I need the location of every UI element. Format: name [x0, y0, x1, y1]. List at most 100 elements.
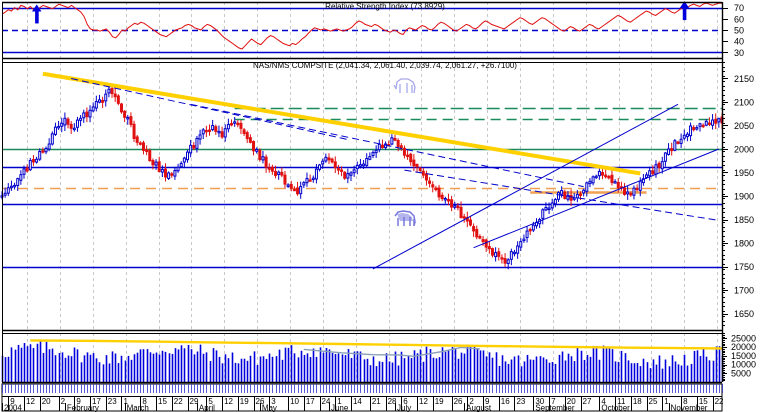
candlestick [575, 190, 579, 203]
candlestick [220, 126, 224, 139]
month-label[interactable]: September [535, 404, 574, 412]
date-tick-label[interactable]: 18 [633, 397, 642, 406]
date-tick-label[interactable]: 7 [551, 397, 556, 406]
candlestick [434, 185, 438, 192]
candlestick [660, 156, 664, 174]
date-tick-label[interactable]: 26 [256, 397, 265, 406]
candlestick [308, 174, 312, 182]
candlestick [695, 125, 699, 131]
candlestick [267, 163, 271, 173]
date-tick-label[interactable]: 17 [306, 397, 315, 406]
date-tick-label[interactable]: 1 [337, 397, 342, 406]
volume-y-tick-label: 15000 [731, 351, 756, 361]
rsi-up-arrow[interactable] [31, 4, 42, 24]
month-label[interactable]: October [601, 404, 630, 412]
date-tick-label[interactable]: 20 [42, 397, 51, 406]
candlestick [503, 253, 507, 267]
price-panel-title: NAS/NMS COMPSITE (2,041.34, 2,061.40, 2,… [253, 61, 517, 70]
date-tick-label[interactable]: 2 [61, 397, 66, 406]
date-tick-label[interactable]: 6 [403, 397, 408, 406]
date-tick-label[interactable]: 4 [601, 397, 606, 406]
candlestick [204, 125, 208, 138]
candlestick [676, 140, 680, 145]
price-y-tick-label: 1650 [734, 309, 754, 319]
date-tick-label[interactable]: 16 [501, 397, 510, 406]
date-tick-label[interactable]: 23 [516, 397, 525, 406]
date-tick-label[interactable]: 1 [664, 397, 669, 406]
price-panel[interactable]: NAS/NMS COMPSITE (2,041.34, 2,061.40, 2,… [0, 61, 754, 326]
candlestick [446, 193, 450, 206]
date-tick-label[interactable]: 9 [76, 397, 81, 406]
date-tick-label[interactable]: 23 [108, 397, 117, 406]
date-tick-label[interactable]: 8 [683, 397, 688, 406]
month-label[interactable]: July [397, 404, 411, 412]
candlestick [635, 184, 639, 192]
candlestick [69, 121, 73, 135]
date-tick-label[interactable]: 17 [92, 397, 101, 406]
candlestick [198, 129, 202, 145]
candlestick [349, 171, 353, 182]
candlestick [613, 179, 617, 184]
date-tick-label[interactable]: 15 [699, 397, 708, 406]
candlestick [629, 191, 633, 197]
date-tick-label[interactable]: 14 [353, 397, 362, 406]
date-tick-label[interactable]: 12 [419, 397, 428, 406]
date-tick-label[interactable]: 30 [535, 397, 544, 406]
date-tick-label[interactable]: 3 [271, 397, 276, 406]
date-tick-label[interactable]: 19 [435, 397, 444, 406]
date-tick-label[interactable]: 8 [142, 397, 147, 406]
candlestick [176, 163, 180, 173]
rsi-arrow-markers[interactable] [31, 1, 690, 24]
candlestick [607, 174, 611, 180]
month-label[interactable]: February [67, 404, 99, 412]
month-label[interactable]: May [262, 404, 277, 412]
date-tick-label[interactable]: 27 [583, 397, 592, 406]
volume-bars [1, 340, 724, 382]
date-tick-label[interactable]: 11 [617, 397, 626, 406]
date-tick-label[interactable]: 2 [469, 397, 474, 406]
date-tick-label[interactable]: 24 [322, 397, 331, 406]
month-label[interactable]: 2004 [4, 404, 22, 412]
date-tick-label[interactable]: 12 [26, 397, 35, 406]
candlestick [563, 189, 567, 200]
month-label[interactable]: April [199, 404, 215, 412]
month-label[interactable]: March [127, 404, 149, 412]
date-tick-label[interactable]: 28 [388, 397, 397, 406]
candlestick [450, 195, 454, 212]
candlestick [714, 113, 718, 130]
date-tick-label[interactable]: 15 [158, 397, 167, 406]
month-label[interactable]: November [671, 404, 708, 412]
price-trendlines [42, 71, 720, 270]
month-label[interactable]: August [466, 404, 492, 412]
date-tick-label[interactable]: 26 [454, 397, 463, 406]
date-tick-label[interactable]: 12 [224, 397, 233, 406]
candlestick [689, 122, 693, 141]
candlestick [167, 171, 171, 180]
date-tick-label[interactable]: 25 [649, 397, 658, 406]
date-tick-label[interactable]: 9 [485, 397, 490, 406]
watermark-layer [393, 78, 416, 227]
candlestick [374, 145, 378, 158]
candlestick [604, 169, 608, 179]
candlestick [63, 112, 67, 132]
date-tick-label[interactable]: 20 [567, 397, 576, 406]
date-tick-label[interactable]: 21 [372, 397, 381, 406]
candlestick [437, 184, 441, 201]
date-axis[interactable]: 9 12 20 2 9 17 23 1 8 15 22 29 5 12 19 26 3 10 17 24 1 14 21 28… [1, 383, 724, 412]
date-tick-label[interactable]: 22 [174, 397, 183, 406]
volume-y-tick-label: 20000 [731, 342, 756, 352]
date-tick-label[interactable]: 29 [190, 397, 199, 406]
date-tick-label[interactable]: 5 [208, 397, 213, 406]
rsi-up-arrow[interactable] [679, 1, 690, 21]
date-tick-label[interactable]: 10 [290, 397, 299, 406]
date-tick-label[interactable]: 22 [715, 397, 724, 406]
date-tick-label[interactable]: 9 [10, 397, 15, 406]
month-label[interactable]: June [331, 404, 349, 412]
candlestick [362, 160, 366, 169]
candlestick [245, 130, 249, 143]
date-tick-label[interactable]: 19 [240, 397, 249, 406]
date-tick-label[interactable]: 1 [123, 397, 128, 406]
